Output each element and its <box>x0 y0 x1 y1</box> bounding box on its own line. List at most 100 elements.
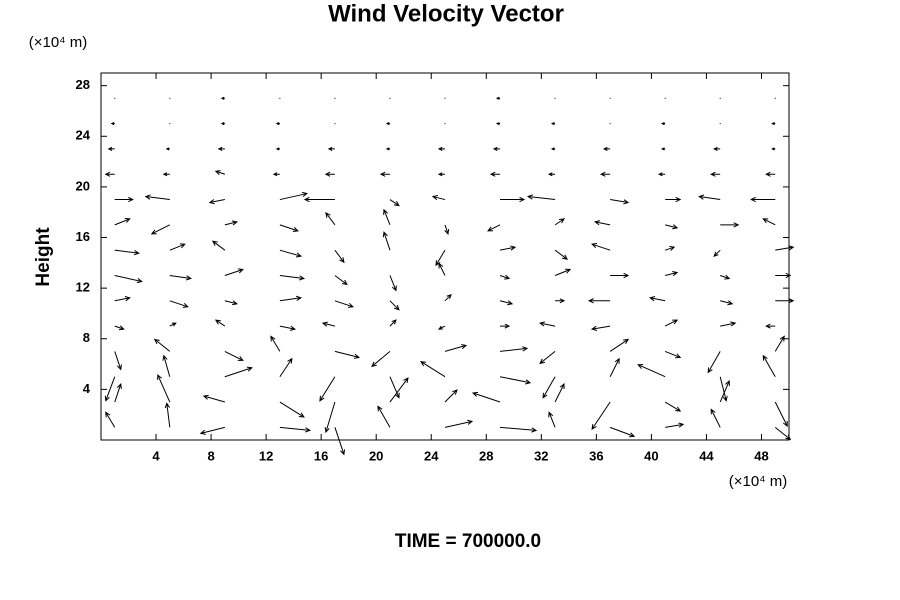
wind-vector <box>550 122 556 126</box>
wind-vector <box>720 321 737 327</box>
wind-vector <box>220 122 225 126</box>
wind-vector <box>665 270 679 277</box>
wind-vector <box>591 401 611 430</box>
wind-vector <box>164 402 171 428</box>
wind-vector <box>334 427 346 456</box>
wind-vector <box>774 401 788 428</box>
wind-vector <box>389 376 400 399</box>
wind-vector <box>379 171 390 177</box>
y-unit: (×10⁴ m) <box>29 34 88 51</box>
wind-vector <box>334 300 355 308</box>
y-axis-label: Height <box>33 227 54 287</box>
wind-vector <box>324 401 336 434</box>
wind-vector <box>774 426 792 441</box>
wind-vector <box>153 338 171 352</box>
wind-vector <box>664 401 682 412</box>
wind-vector <box>114 274 143 284</box>
wind-vector <box>661 147 666 151</box>
wind-vector <box>114 218 131 226</box>
wind-vector <box>547 172 556 177</box>
wind-vector <box>554 218 566 226</box>
y-tick-label: 4 <box>83 381 91 396</box>
wind-vector <box>371 351 391 368</box>
wind-vector <box>775 298 795 304</box>
wind-vector <box>719 376 728 402</box>
x-tick-label: 32 <box>534 448 548 463</box>
wind-vector <box>720 274 731 280</box>
wind-vector <box>713 249 721 257</box>
wind-vector <box>542 376 556 399</box>
wind-vector <box>279 249 302 258</box>
x-tick-label: 44 <box>699 448 714 463</box>
wind-vector <box>495 122 501 126</box>
wind-vector <box>609 357 620 377</box>
wind-vector <box>162 354 171 377</box>
wind-vector <box>279 426 312 433</box>
x-tick-label: 28 <box>479 448 493 463</box>
wind-vector <box>279 401 305 418</box>
wind-vector <box>710 408 721 428</box>
wind-vector <box>224 350 244 361</box>
wind-vector <box>762 218 776 226</box>
wind-vector <box>599 171 611 177</box>
wind-vector <box>550 147 556 151</box>
wind-vector <box>169 322 177 327</box>
wind-vector <box>775 245 795 251</box>
wind-vector <box>649 296 666 302</box>
wind-vector <box>220 96 225 100</box>
wind-vector <box>321 321 336 327</box>
wind-vector <box>487 224 501 232</box>
wind-vector <box>169 300 189 308</box>
wind-vector <box>383 208 391 226</box>
wind-vector <box>554 268 572 276</box>
x-unit: (×10⁴ m) <box>729 473 788 490</box>
wind-vector <box>471 391 501 403</box>
wind-vector <box>500 323 511 329</box>
wind-vector <box>499 346 529 352</box>
wind-vector <box>499 300 514 306</box>
wind-vector <box>303 196 335 203</box>
wind-vector <box>444 389 458 403</box>
wind-vector <box>431 195 446 201</box>
wind-vector <box>114 325 125 331</box>
wind-vector <box>539 351 556 365</box>
y-tick-label: 20 <box>76 178 90 193</box>
wind-vector <box>272 172 280 177</box>
wind-vector <box>719 379 730 403</box>
wind-vector <box>275 147 280 151</box>
wind-vector <box>710 171 721 177</box>
wind-vector <box>279 274 306 281</box>
x-tick-label: 40 <box>644 448 658 463</box>
wind-vector <box>224 366 253 378</box>
wind-vector <box>435 249 446 267</box>
wind-vector <box>771 122 776 126</box>
wind-vector <box>114 196 134 203</box>
wind-vector <box>377 405 391 428</box>
x-tick-label: 36 <box>589 448 603 463</box>
wind-vector <box>162 172 170 177</box>
wind-vector <box>610 199 630 205</box>
x-tick-label: 48 <box>754 448 768 463</box>
wind-vector <box>389 319 397 327</box>
y-tick-label: 28 <box>76 77 90 92</box>
x-tick-label: 8 <box>207 448 214 463</box>
wind-vector <box>104 171 115 177</box>
wind-vector <box>720 300 734 306</box>
plot-frame <box>100 72 790 441</box>
wind-vector <box>211 240 226 251</box>
wind-vector <box>492 146 501 151</box>
wind-vector <box>224 300 238 306</box>
wind-vector <box>114 351 122 371</box>
wind-vector <box>334 350 361 359</box>
wind-vector <box>554 383 565 403</box>
wind-vector <box>389 275 397 292</box>
wind-vector <box>270 335 281 352</box>
wind-vector <box>279 357 293 378</box>
x-tick-label: 12 <box>259 448 273 463</box>
wind-vector <box>609 338 630 352</box>
wind-vector <box>217 146 225 151</box>
wind-vector <box>114 382 122 403</box>
y-tick-label: 16 <box>76 229 90 244</box>
wind-vector <box>499 426 538 433</box>
